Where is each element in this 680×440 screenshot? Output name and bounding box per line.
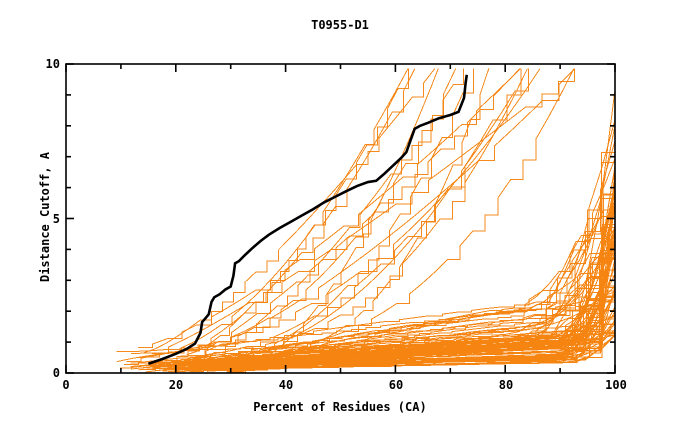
- background-series-path: [244, 68, 575, 349]
- background-series-path: [223, 244, 616, 366]
- x-tick-label-100: 100: [605, 378, 627, 392]
- x-tick-label-60: 60: [388, 378, 404, 392]
- background-series-path: [144, 68, 436, 354]
- background-series-path: [152, 68, 576, 354]
- background-series-path: [178, 243, 616, 371]
- background-series-path: [194, 68, 465, 361]
- axis-frame-group: [65, 63, 616, 374]
- background-series-path: [154, 245, 616, 372]
- x-tick-label-0: 0: [62, 378, 70, 392]
- y-tick-label-0: 0: [52, 366, 60, 380]
- x-tick-label-20: 20: [168, 378, 184, 392]
- background-series-path: [131, 68, 457, 354]
- background-series-path: [200, 68, 474, 361]
- background-series-group: [116, 68, 616, 373]
- background-series-path: [203, 68, 528, 350]
- background-series-path: [230, 194, 616, 372]
- background-series-path: [145, 204, 616, 366]
- background-series-path: [257, 68, 490, 353]
- x-tick-label-80: 80: [498, 378, 514, 392]
- x-tick-label-40: 40: [278, 378, 294, 392]
- highlighted-series-path: [147, 74, 469, 365]
- background-series-path: [186, 68, 409, 356]
- y-tick-label-5: 5: [52, 212, 60, 226]
- y-tick-label-10: 10: [45, 57, 60, 71]
- background-series-path: [180, 68, 529, 357]
- background-series-path: [178, 68, 521, 364]
- background-series-path: [235, 283, 616, 369]
- background-series-path: [243, 68, 439, 365]
- page-title: T0955-D1: [311, 18, 369, 32]
- background-series-path: [138, 68, 409, 359]
- x-axis-label: Percent of Residues (CA): [253, 400, 427, 414]
- background-series-path: [137, 68, 522, 348]
- background-series-path: [167, 299, 616, 369]
- background-series-path: [211, 285, 616, 370]
